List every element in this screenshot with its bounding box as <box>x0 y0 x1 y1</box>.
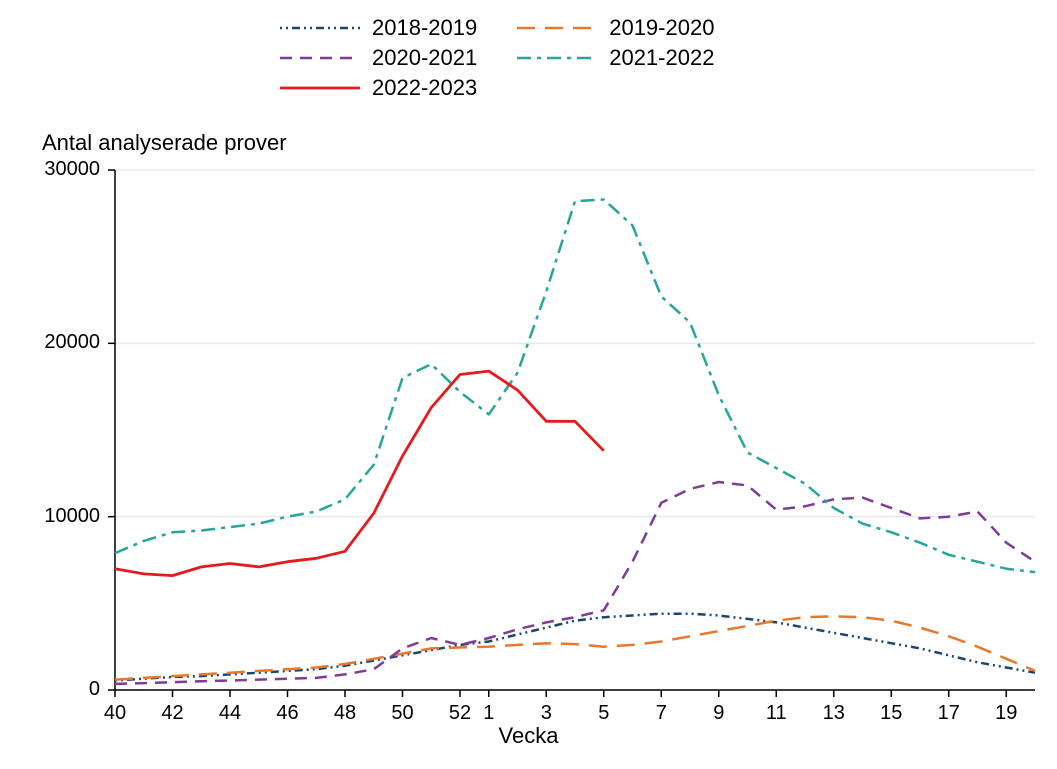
x-tick-label: 46 <box>276 702 298 725</box>
series-line <box>115 614 1035 681</box>
x-tick-label: 1 <box>483 702 494 725</box>
x-tick-label: 44 <box>219 702 241 725</box>
x-tick-label: 11 <box>766 702 787 725</box>
x-tick-label: 5 <box>598 702 609 725</box>
x-tick-label: 13 <box>823 702 845 725</box>
x-tick-label: 15 <box>880 702 902 725</box>
x-tick-label: 52 <box>449 702 471 725</box>
series-line <box>115 482 1035 684</box>
x-tick-label: 40 <box>104 702 126 725</box>
y-tick-label: 20000 <box>20 331 100 354</box>
line-chart: 2018-20192019-20202020-20212021-20222022… <box>0 0 1057 769</box>
x-tick-label: 17 <box>938 702 960 725</box>
x-tick-label: 48 <box>334 702 356 725</box>
x-tick-label: 19 <box>995 702 1017 725</box>
series-line <box>115 616 1035 679</box>
y-tick-label: 0 <box>20 678 100 701</box>
y-tick-label: 10000 <box>20 505 100 528</box>
x-tick-label: 50 <box>391 702 413 725</box>
y-tick-label: 30000 <box>20 158 100 181</box>
x-tick-label: 7 <box>656 702 667 725</box>
series-line <box>115 371 604 575</box>
x-tick-label: 9 <box>713 702 724 725</box>
x-tick-label: 42 <box>161 702 183 725</box>
plot-area <box>0 0 1057 769</box>
x-tick-label: 3 <box>541 702 552 725</box>
